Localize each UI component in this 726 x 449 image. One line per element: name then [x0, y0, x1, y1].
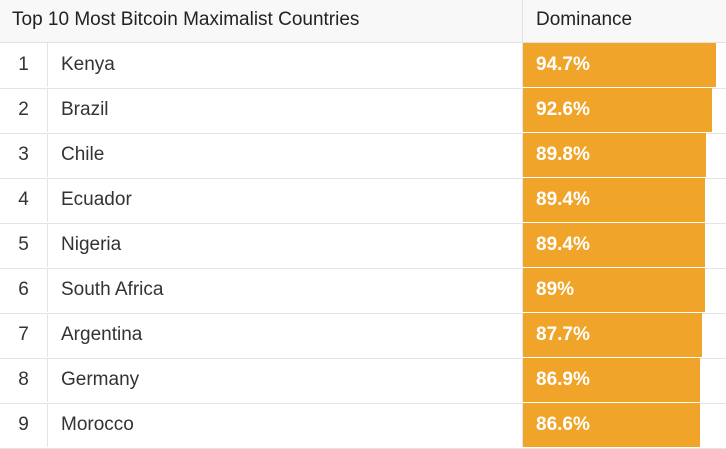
country-cell: Chile	[61, 144, 105, 165]
dominance-bar	[523, 88, 712, 132]
dominance-value-label: 89.8%	[536, 144, 590, 165]
table-row: 2 Brazil 92.6%	[0, 88, 726, 134]
dominance-value-label: 89.4%	[536, 189, 590, 210]
dominance-value-label: 87.7%	[536, 324, 590, 345]
country-cell: Morocco	[61, 414, 134, 435]
dominance-bar	[523, 358, 700, 402]
dominance-cell: 87.7%	[522, 313, 726, 357]
dominance-value-label: 86.6%	[536, 414, 590, 435]
table-row: 8 Germany 86.9%	[0, 358, 726, 404]
dominance-bar	[523, 133, 706, 177]
header-divider	[522, 0, 523, 42]
dominance-value-label: 94.7%	[536, 54, 590, 75]
dominance-column-header: Dominance	[536, 9, 633, 30]
table-title: Top 10 Most Bitcoin Maximalist Countries	[12, 9, 360, 30]
table-row: 4 Ecuador 89.4%	[0, 178, 726, 224]
dominance-cell: 86.9%	[522, 358, 726, 402]
dominance-bar	[523, 313, 702, 357]
country-cell: South Africa	[61, 279, 164, 300]
dominance-cell: 86.6%	[522, 403, 726, 447]
dominance-bar	[523, 178, 705, 222]
table-row: 6 South Africa 89%	[0, 268, 726, 314]
dominance-cell: 94.7%	[522, 43, 726, 87]
table-row: 3 Chile 89.8%	[0, 133, 726, 179]
rank-cell: 8	[0, 358, 48, 402]
country-cell: Ecuador	[61, 189, 132, 210]
table-header: Top 10 Most Bitcoin Maximalist Countries…	[0, 0, 726, 43]
country-cell: Kenya	[61, 54, 115, 75]
rank-cell: 9	[0, 403, 48, 447]
rank-cell: 2	[0, 88, 48, 132]
dominance-bar	[523, 223, 705, 267]
rank-cell: 5	[0, 223, 48, 267]
dominance-cell: 92.6%	[522, 88, 726, 132]
dominance-cell: 89.4%	[522, 223, 726, 267]
dominance-cell: 89.8%	[522, 133, 726, 177]
rank-cell: 3	[0, 133, 48, 177]
table-row: 7 Argentina 87.7%	[0, 313, 726, 359]
country-cell: Germany	[61, 369, 140, 390]
rank-cell: 1	[0, 43, 48, 87]
table-row: 5 Nigeria 89.4%	[0, 223, 726, 269]
dominance-bar	[523, 403, 700, 447]
rank-cell: 4	[0, 178, 48, 222]
dominance-value-label: 89.4%	[536, 234, 590, 255]
dominance-cell: 89.4%	[522, 178, 726, 222]
dominance-bar	[523, 43, 716, 87]
dominance-value-label: 89%	[536, 279, 575, 300]
country-cell: Argentina	[61, 324, 143, 345]
country-cell: Nigeria	[61, 234, 122, 255]
dominance-value-label: 86.9%	[536, 369, 590, 390]
dominance-cell: 89%	[522, 268, 726, 312]
rank-cell: 7	[0, 313, 48, 357]
dominance-bar	[523, 268, 705, 312]
table-row: 9 Morocco 86.6%	[0, 403, 726, 449]
rank-cell: 6	[0, 268, 48, 312]
table-row: 1 Kenya 94.7%	[0, 43, 726, 89]
dominance-value-label: 92.6%	[536, 99, 590, 120]
country-cell: Brazil	[61, 99, 109, 120]
